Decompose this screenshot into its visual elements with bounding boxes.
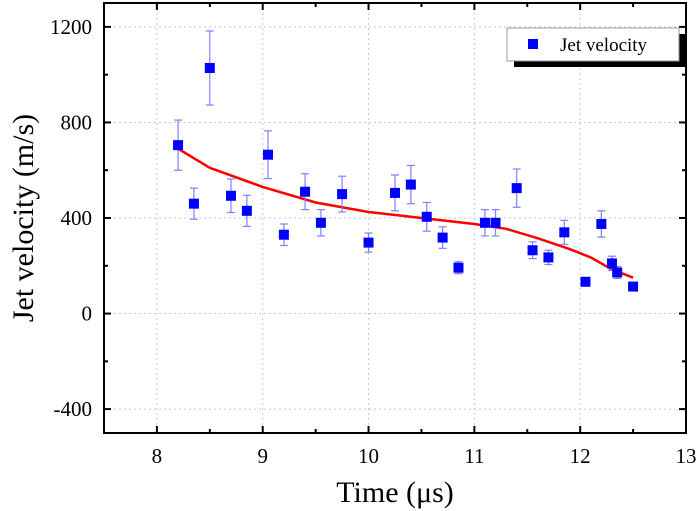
data-point bbox=[628, 281, 639, 292]
y-tick-label: 0 bbox=[82, 302, 93, 326]
fit-line-group bbox=[177, 147, 634, 279]
y-tick-label: 1200 bbox=[50, 15, 92, 39]
axis-ticks bbox=[104, 3, 687, 433]
data-point bbox=[278, 229, 289, 240]
data-point bbox=[511, 183, 522, 194]
data-point bbox=[421, 211, 432, 222]
x-tick-label: 8 bbox=[152, 444, 163, 468]
legend-label: Jet velocity bbox=[560, 35, 648, 56]
data-point bbox=[490, 217, 501, 228]
data-point bbox=[543, 252, 554, 263]
y-tick-label: 800 bbox=[61, 110, 93, 134]
data-points bbox=[173, 62, 639, 292]
data-point bbox=[580, 276, 591, 287]
x-tick-labels: 8 9 10 11 12 13 bbox=[152, 444, 697, 468]
data-point bbox=[559, 227, 570, 238]
data-point bbox=[390, 187, 400, 198]
data-point bbox=[612, 267, 623, 278]
y-tick-label: 400 bbox=[61, 206, 93, 230]
data-point bbox=[437, 232, 448, 243]
grid bbox=[104, 3, 686, 433]
data-point bbox=[188, 198, 199, 209]
data-point bbox=[263, 149, 274, 160]
fit-line bbox=[177, 147, 634, 279]
data-point bbox=[225, 190, 236, 201]
legend-marker-icon bbox=[528, 39, 538, 49]
data-point bbox=[405, 179, 416, 190]
data-point bbox=[596, 218, 607, 229]
data-point bbox=[606, 258, 617, 269]
x-tick-label: 10 bbox=[358, 444, 379, 468]
data-point bbox=[204, 62, 215, 73]
y-axis-title: Jet velocity (m/s) bbox=[7, 114, 40, 322]
data-point bbox=[479, 217, 490, 228]
x-tick-label: 9 bbox=[257, 444, 268, 468]
data-point bbox=[363, 237, 374, 248]
data-point bbox=[527, 245, 538, 256]
y-tick-label: -400 bbox=[54, 397, 93, 421]
data-point bbox=[241, 205, 252, 216]
y-tick-labels: -400 0 400 800 1200 bbox=[50, 15, 92, 421]
data-point bbox=[337, 189, 348, 200]
data-point bbox=[315, 217, 326, 228]
data-point bbox=[453, 262, 464, 273]
x-tick-label: 12 bbox=[570, 444, 591, 468]
errorbars bbox=[174, 30, 622, 280]
x-axis-title: Time (μs) bbox=[336, 476, 454, 509]
legend: Jet velocity bbox=[506, 27, 686, 67]
x-tick-label: 13 bbox=[676, 444, 697, 468]
data-point bbox=[300, 186, 311, 197]
x-tick-label: 11 bbox=[464, 444, 484, 468]
data-point bbox=[173, 140, 184, 151]
